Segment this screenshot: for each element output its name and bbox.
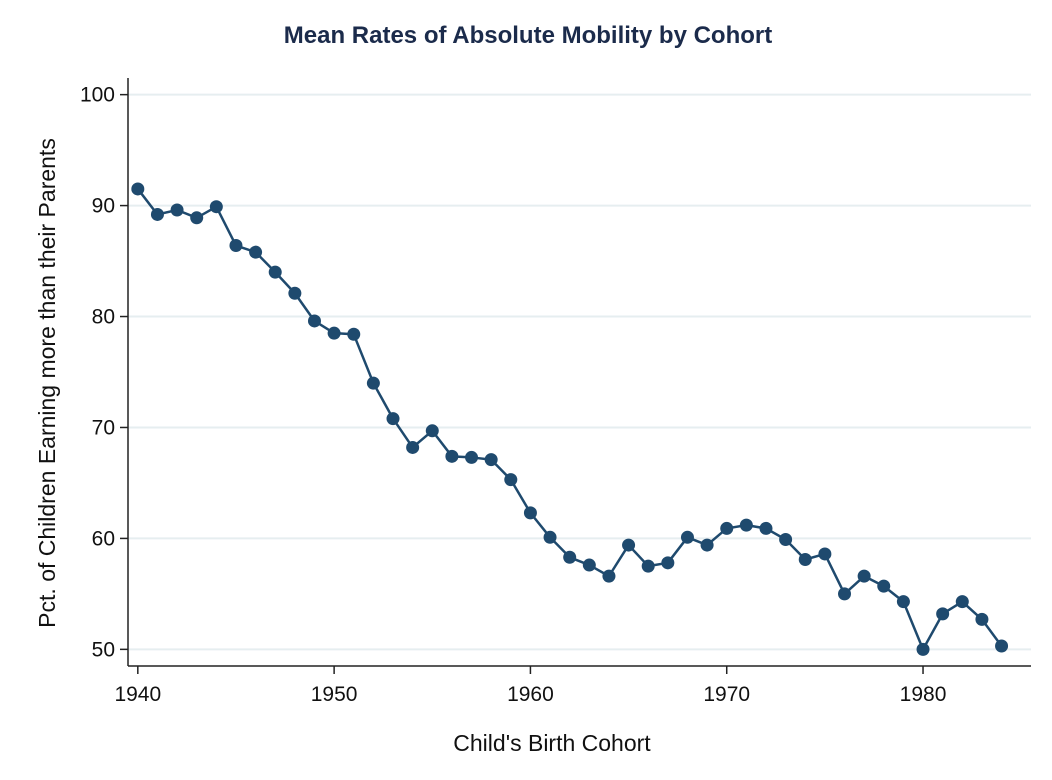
data-point-1968	[680, 530, 694, 544]
data-point-1977	[857, 569, 871, 583]
data-point-1955	[425, 424, 439, 438]
data-point-1981	[936, 607, 950, 621]
data-point-1958	[484, 453, 498, 467]
x-tick-label-1980: 1980	[900, 683, 947, 706]
data-point-1974	[798, 552, 812, 566]
data-point-1943	[190, 211, 204, 225]
data-point-1944	[209, 200, 223, 214]
y-tick-label-50: 50	[92, 638, 115, 661]
y-axis-label: Pct. of Children Earning more than their…	[34, 138, 60, 628]
data-point-1982	[955, 595, 969, 609]
data-point-1954	[406, 440, 420, 454]
data-point-1967	[661, 556, 675, 570]
x-tick-label-1960: 1960	[507, 683, 554, 706]
data-point-1976	[838, 587, 852, 601]
data-point-1970	[720, 521, 734, 535]
data-point-1957	[465, 450, 479, 464]
x-tick-label-1950: 1950	[311, 683, 358, 706]
data-point-1953	[386, 412, 400, 426]
gridlines	[128, 93, 1031, 651]
y-axis-ticks: 50 60 70 80 90 100	[80, 84, 128, 661]
x-axis-ticks: 1940 1950 1960 1970 1980	[114, 666, 946, 706]
y-tick-label-90: 90	[92, 195, 115, 218]
data-point-1971	[739, 518, 753, 532]
data-point-1980	[916, 642, 930, 656]
data-point-1959	[504, 473, 518, 487]
data-point-1979	[896, 595, 910, 609]
data-point-1941	[150, 207, 164, 221]
data-point-1945	[229, 239, 243, 253]
data-point-1973	[779, 533, 793, 547]
y-tick-label-70: 70	[92, 416, 115, 439]
data-point-1984	[995, 639, 1009, 653]
y-tick-label-80: 80	[92, 306, 115, 329]
data-point-1983	[975, 612, 989, 626]
y-tick-label-60: 60	[92, 527, 115, 550]
series-points	[131, 182, 1009, 656]
data-point-1952	[366, 376, 380, 390]
data-point-1946	[249, 245, 263, 259]
data-point-1942	[170, 203, 184, 217]
x-tick-label-1970: 1970	[703, 683, 750, 706]
data-point-1956	[445, 449, 459, 463]
data-point-1962	[563, 550, 577, 564]
data-point-1949	[307, 314, 321, 328]
data-point-1963	[582, 558, 596, 572]
series-line	[136, 188, 1003, 651]
data-point-1965	[622, 538, 636, 552]
data-point-1948	[288, 286, 302, 300]
data-point-1961	[543, 530, 557, 544]
data-point-1972	[759, 521, 773, 535]
data-point-1947	[268, 265, 282, 279]
data-point-1978	[877, 579, 891, 593]
x-axis-label: Child's Birth Cohort	[453, 730, 651, 756]
data-point-1964	[602, 569, 616, 583]
data-point-1966	[641, 559, 655, 573]
data-point-1950	[327, 326, 341, 340]
data-point-1960	[523, 506, 537, 520]
data-point-1975	[818, 547, 832, 561]
y-tick-label-100: 100	[80, 84, 115, 107]
data-point-1940	[131, 182, 145, 196]
x-tick-label-1940: 1940	[114, 683, 161, 706]
data-point-1969	[700, 538, 714, 552]
chart-title: Mean Rates of Absolute Mobility by Cohor…	[284, 22, 772, 49]
data-point-1951	[347, 327, 361, 341]
